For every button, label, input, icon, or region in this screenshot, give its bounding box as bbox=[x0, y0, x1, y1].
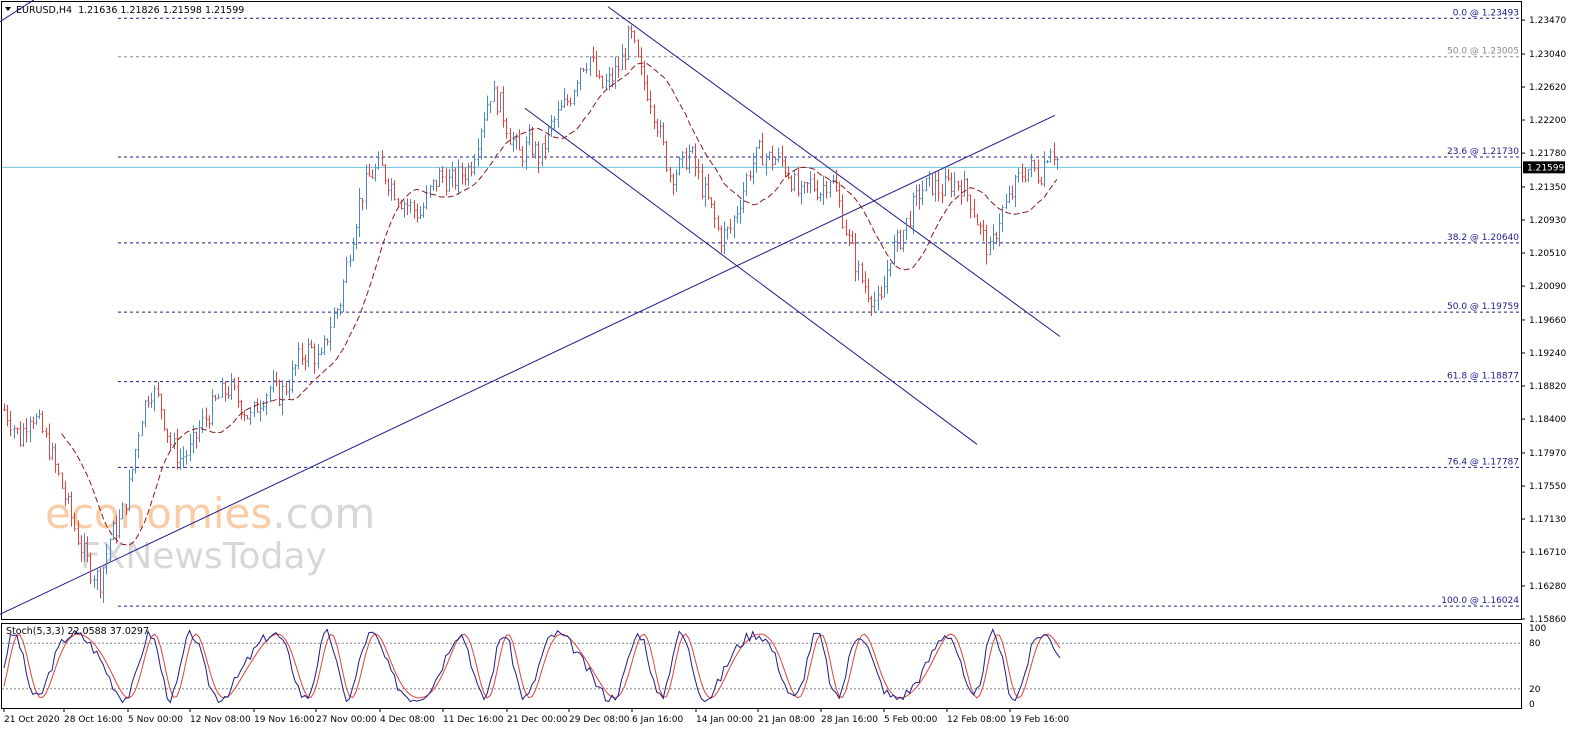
fib-level-label: 0.0 @ 1.23493 bbox=[1453, 8, 1519, 18]
price-tick-label: 1.20930 bbox=[1529, 216, 1566, 226]
watermark-part-b: omies bbox=[146, 489, 272, 538]
time-tick-label: 21 Dec 00:00 bbox=[507, 715, 568, 725]
time-tick-label: 12 Feb 08:00 bbox=[947, 715, 1006, 725]
time-tick-label: 28 Jan 16:00 bbox=[821, 715, 878, 725]
svg-text:EURUSD,H41.21636 1.21826 1.215: EURUSD,H4 1.21636 1.21826 1.21598 1.21599 bbox=[16, 5, 244, 16]
fib-level-label: 50.0 @ 1.23005 bbox=[1447, 47, 1519, 57]
chart-title: EURUSD,H4 1.21636 1.21826 1.21598 1.21599 bbox=[5, 5, 244, 16]
fib-level-label: 61.8 @ 1.18877 bbox=[1447, 372, 1519, 382]
stoch-tick-label: 0 bbox=[1529, 700, 1535, 710]
fib-level-label: 76.4 @ 1.17787 bbox=[1447, 457, 1519, 467]
fib-level-label: 38.2 @ 1.20640 bbox=[1447, 233, 1519, 243]
price-tick-label: 1.18400 bbox=[1529, 415, 1566, 425]
price-tick-label: 1.23470 bbox=[1529, 16, 1566, 26]
time-tick-label: 12 Nov 08:00 bbox=[190, 715, 251, 725]
time-tick-label: 19 Feb 16:00 bbox=[1010, 715, 1069, 725]
trendlines bbox=[0, 0, 1061, 615]
dropdown-triangle-icon[interactable] bbox=[5, 7, 11, 11]
trendline bbox=[607, 6, 1061, 337]
time-tick-label: 27 Nov 00:00 bbox=[316, 715, 377, 725]
price-tick-label: 1.20090 bbox=[1529, 282, 1566, 292]
fibonacci-levels: 0.0 @ 1.23493 50.0 @ 1.23005 23.6 @ 1.2173… bbox=[118, 8, 1521, 607]
price-tick-label: 1.17130 bbox=[1529, 515, 1566, 525]
current-price-tag: 1.21599 bbox=[1523, 161, 1565, 174]
candles bbox=[3, 25, 1059, 603]
time-tick-label: 14 Jan 00:00 bbox=[696, 715, 753, 725]
fib-level-label: 23.6 @ 1.21730 bbox=[1447, 147, 1519, 157]
trendline bbox=[524, 107, 978, 445]
time-tick-label: 29 Dec 08:00 bbox=[569, 715, 630, 725]
watermark-part-c: .com bbox=[272, 489, 375, 538]
stoch-signal-line bbox=[3, 633, 1061, 699]
ma-line bbox=[61, 62, 1058, 546]
time-tick-label: 5 Feb 00:00 bbox=[884, 715, 938, 725]
ohlc-values: 1.21636 1.21826 1.21598 1.21599 bbox=[78, 5, 244, 16]
main-plot-frame bbox=[1, 1, 1522, 620]
price-tick-label: 1.21780 bbox=[1529, 149, 1566, 159]
stoch-plot-frame bbox=[1, 623, 1522, 709]
watermark-part-a: econ bbox=[45, 489, 146, 538]
price-tick-label: 1.19660 bbox=[1529, 316, 1566, 326]
time-tick-label: 4 Dec 08:00 bbox=[380, 715, 435, 725]
fib-level-label: 50.0 @ 1.19759 bbox=[1447, 302, 1519, 312]
symbol-label: EURUSD,H4 bbox=[16, 5, 72, 16]
watermark-line2: FXNewsToday bbox=[80, 536, 327, 577]
price-tick-label: 1.16280 bbox=[1529, 582, 1566, 592]
stochastic-oscillator: 100 80 20 0 bbox=[2, 624, 1546, 710]
time-tick-label: 28 Oct 16:00 bbox=[64, 715, 123, 725]
stoch-main-line bbox=[3, 628, 1061, 704]
price-tick-label: 1.16710 bbox=[1529, 548, 1566, 558]
price-tick-label: 1.17970 bbox=[1529, 449, 1566, 459]
price-tick-label: 1.17550 bbox=[1529, 482, 1566, 492]
time-tick-label: 21 Oct 2020 bbox=[4, 715, 60, 725]
time-tick-label: 6 Jan 16:00 bbox=[632, 715, 684, 725]
time-tick-label: 5 Nov 00:00 bbox=[128, 715, 183, 725]
stoch-tick-label: 20 bbox=[1529, 685, 1541, 695]
time-axis: 21 Oct 2020 28 Oct 16:00 5 Nov 00:00 12 Nov… bbox=[3, 708, 1069, 725]
price-tick-label: 1.22620 bbox=[1529, 83, 1566, 93]
watermark: economies.com FXNewsToday bbox=[45, 489, 375, 577]
price-tick-label: 1.15860 bbox=[1529, 615, 1566, 625]
time-tick-label: 11 Dec 16:00 bbox=[443, 715, 504, 725]
fib-level-label: 100.0 @ 1.16024 bbox=[1441, 596, 1519, 606]
price-tick-label: 1.21350 bbox=[1529, 183, 1566, 193]
price-tick-label: 1.19240 bbox=[1529, 349, 1566, 359]
time-tick-label: 21 Jan 08:00 bbox=[758, 715, 815, 725]
trendline bbox=[0, 0, 35, 23]
svg-text:economies.com: economies.com bbox=[45, 489, 375, 538]
price-axis: 1.23470 1.23040 1.22620 1.22200 1.21780 1.213… bbox=[1521, 16, 1566, 625]
moving-average bbox=[61, 62, 1058, 546]
svg-text:1.21599: 1.21599 bbox=[1527, 163, 1564, 173]
price-tick-label: 1.20510 bbox=[1529, 249, 1566, 259]
price-tick-label: 1.22200 bbox=[1529, 116, 1566, 126]
stoch-label: Stoch(5,3,3) 22.0588 37.0297 bbox=[6, 626, 149, 637]
price-tick-label: 1.18820 bbox=[1529, 382, 1566, 392]
stoch-tick-label: 80 bbox=[1529, 639, 1541, 649]
trendline bbox=[0, 114, 1056, 615]
time-tick-label: 19 Nov 16:00 bbox=[254, 715, 315, 725]
stoch-tick-label: 100 bbox=[1529, 624, 1546, 634]
price-tick-label: 1.23040 bbox=[1529, 50, 1566, 60]
